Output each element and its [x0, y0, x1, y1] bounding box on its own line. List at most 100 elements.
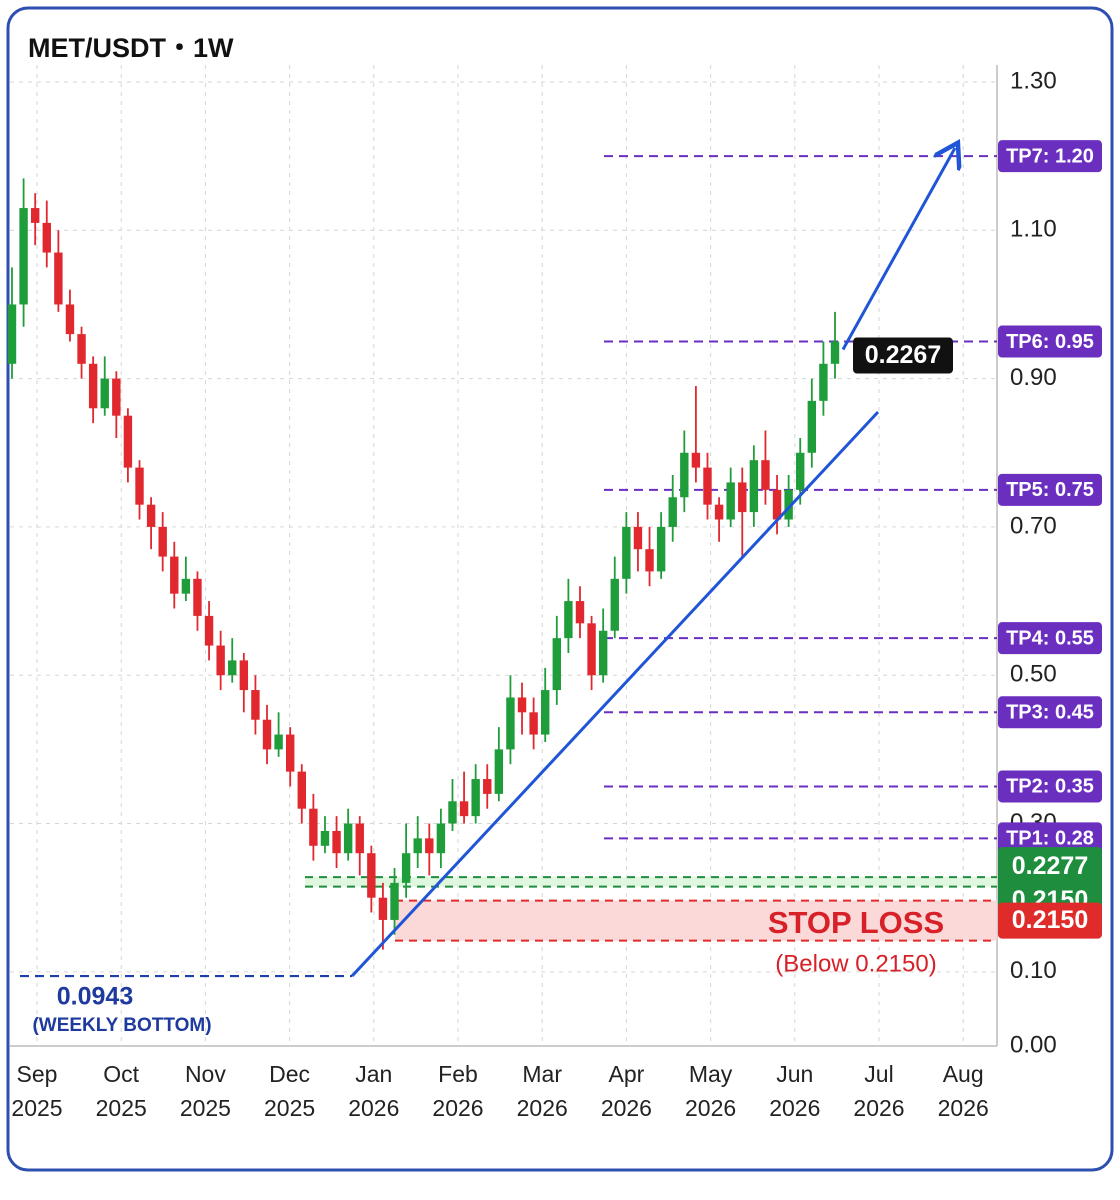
candle-body [436, 823, 446, 854]
trend-line [350, 410, 880, 978]
y-tick-label: 0.00 [1010, 1031, 1057, 1058]
candle-body [656, 526, 666, 572]
candle-body [239, 660, 249, 691]
target-badge [998, 325, 1102, 358]
candle-body [332, 830, 341, 854]
candle-body [425, 838, 434, 854]
candle-body [807, 400, 817, 453]
candle-body [135, 467, 144, 505]
candle-body [610, 578, 619, 631]
candle-body [517, 697, 527, 713]
candle-body [819, 363, 828, 401]
stop-zone [395, 900, 997, 941]
candle-body [181, 578, 191, 594]
candle-body [471, 779, 480, 817]
candle-body [170, 556, 179, 594]
y-tick-label: 1.30 [1010, 67, 1057, 94]
x-tick-month: Dec [269, 1061, 310, 1087]
x-tick-year: 2026 [348, 1095, 399, 1121]
stop-loss-title: STOP LOSS [768, 905, 944, 940]
candle-body [146, 504, 156, 527]
target-label: TP4: 0.55 [1006, 627, 1094, 649]
x-tick-month: Jan [355, 1061, 392, 1087]
candle-body [262, 719, 272, 750]
current-price: 0.2267 [865, 341, 941, 369]
candle-body [772, 489, 782, 520]
candle-body [691, 452, 701, 468]
x-tick-year: 2026 [601, 1095, 652, 1121]
candle-body [761, 460, 770, 490]
candle-body [77, 334, 86, 364]
candle-body [367, 853, 376, 898]
candle-body [378, 897, 388, 920]
target-label: TP1: 0.28 [1006, 828, 1094, 850]
x-tick-month: May [689, 1061, 733, 1087]
x-tick-month: Jun [776, 1061, 813, 1087]
x-tick-month: Sep [17, 1061, 58, 1087]
x-tick-month: Apr [609, 1061, 645, 1087]
target-label: TP6: 0.95 [1006, 331, 1094, 353]
x-tick-year: 2025 [180, 1095, 231, 1121]
candle-body [668, 497, 677, 527]
x-tick-year: 2025 [11, 1095, 62, 1121]
candle-body [65, 304, 75, 335]
candle-body [587, 623, 596, 676]
entry-high-label: 0.2277 [1012, 852, 1088, 880]
candle-body [483, 779, 492, 794]
price-badge [853, 337, 953, 374]
candle-body [703, 467, 712, 505]
candle-body [390, 882, 399, 920]
candle-body [204, 615, 214, 646]
candle-body [216, 645, 225, 676]
target-badge [998, 622, 1102, 655]
candle-body [401, 853, 411, 883]
target-badge [998, 140, 1102, 173]
x-tick-month: Mar [522, 1061, 562, 1087]
candle-body [564, 601, 573, 639]
candle-body [494, 749, 504, 794]
x-tick-month: Oct [103, 1061, 139, 1087]
bottom-label: 0.0943 [57, 983, 133, 1011]
candle-body [193, 578, 202, 616]
candle-body [714, 504, 724, 520]
target-label: TP7: 1.20 [1006, 145, 1094, 167]
candle-body [54, 252, 63, 305]
candle-body [749, 460, 759, 513]
candle-body [123, 415, 133, 468]
y-tick-label: 0.90 [1010, 364, 1057, 391]
candle-body [529, 712, 538, 735]
bottom-note: (WEEKLY BOTTOM) [32, 1015, 211, 1036]
candle-body [285, 734, 295, 772]
x-tick-year: 2026 [685, 1095, 736, 1121]
target-label: TP5: 0.75 [1006, 479, 1094, 501]
candle-body [228, 660, 237, 676]
candle-body [448, 801, 457, 824]
target-badge [998, 770, 1102, 803]
candle-body [274, 734, 283, 750]
candle-body [343, 823, 353, 854]
candle-body [575, 601, 585, 624]
x-tick-month: Aug [943, 1061, 984, 1087]
candle-body [7, 304, 17, 364]
candle-body [320, 830, 330, 846]
stop-label: 0.2150 [1012, 906, 1088, 934]
x-tick-year: 2025 [264, 1095, 315, 1121]
candle-body [633, 526, 643, 550]
target-label: TP2: 0.35 [1006, 776, 1094, 798]
candle-body [413, 838, 422, 854]
candle-body [506, 697, 515, 750]
candle-body [622, 526, 631, 579]
candle-body [830, 341, 840, 364]
x-tick-month: Jul [864, 1061, 893, 1087]
candle-body [738, 482, 747, 513]
candle-body [42, 222, 51, 253]
candle-body [309, 808, 318, 846]
x-tick-year: 2026 [517, 1095, 568, 1121]
x-tick-year: 2026 [769, 1095, 820, 1121]
candle-body [598, 630, 608, 676]
x-tick-month: Feb [438, 1061, 478, 1087]
target-badge [998, 473, 1102, 506]
x-tick-month: Nov [185, 1061, 226, 1087]
candle-body [459, 801, 469, 817]
